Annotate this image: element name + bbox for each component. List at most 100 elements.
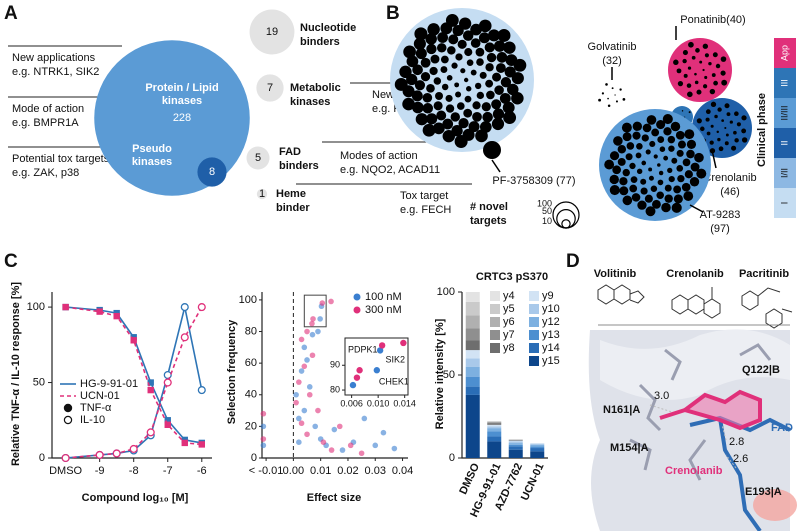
cluster-dot xyxy=(682,49,688,56)
bar-segment xyxy=(465,386,480,395)
cluster-dot xyxy=(619,186,629,196)
phase-label: I xyxy=(779,202,789,205)
y-tick-label: 90 xyxy=(330,360,340,370)
cluster-dot xyxy=(640,187,648,195)
cluster-dot xyxy=(650,185,658,193)
cluster-dot xyxy=(713,80,718,86)
cluster-dot xyxy=(482,111,493,123)
y-axis-label: Relative TNF-α / IL-10 response [%] xyxy=(10,282,22,466)
point xyxy=(339,447,346,453)
point xyxy=(312,423,319,430)
legend-swatch xyxy=(529,330,539,340)
bubble xyxy=(256,74,284,102)
point xyxy=(353,374,361,381)
cluster-dot xyxy=(457,39,467,49)
x-tick-label: 0.04 xyxy=(392,465,413,477)
point xyxy=(306,391,313,398)
phase-swatch xyxy=(774,38,796,68)
cluster-dot xyxy=(491,117,505,131)
point xyxy=(349,381,357,389)
group-label: Metabolic xyxy=(290,82,341,94)
legend-label: y14 xyxy=(542,342,560,354)
point xyxy=(391,445,398,452)
x-tick-label: 0.02 xyxy=(337,465,358,477)
residue-label: M154|A xyxy=(610,442,649,454)
size-legend-circle xyxy=(561,219,571,229)
cluster-dot xyxy=(658,170,664,176)
cluster-dot xyxy=(429,66,438,76)
cluster-dot xyxy=(468,121,480,133)
cluster-dot xyxy=(632,121,642,131)
cluster-dot xyxy=(741,128,747,134)
panel-d: Volitinib Crenolanib Pacritinib Q122|B N… xyxy=(588,268,797,531)
point xyxy=(328,447,335,453)
cluster-dot xyxy=(714,114,718,119)
cluster-dot xyxy=(626,142,635,150)
cluster-dot xyxy=(629,184,638,193)
cluster-dot xyxy=(734,111,739,117)
legend-label: 100 nM xyxy=(365,291,402,303)
bar-segment xyxy=(508,446,523,450)
cluster-dot xyxy=(432,122,445,135)
cluster-dot xyxy=(402,97,415,111)
panel-c: Relative TNF-α / IL-10 response [%] Comp… xyxy=(10,271,560,519)
x-axis-label: Effect size xyxy=(307,492,361,504)
point xyxy=(317,316,323,322)
cluster-dot xyxy=(699,60,703,64)
cluster-dot xyxy=(500,77,512,88)
cluster-dot xyxy=(652,199,661,209)
cluster-dot xyxy=(705,117,710,122)
cluster-dot xyxy=(511,91,524,105)
y-tick-label: 60 xyxy=(245,357,257,369)
cluster-dot xyxy=(448,34,459,45)
bubble xyxy=(249,9,295,55)
annotation: PDPK1 xyxy=(348,344,378,354)
leader-line xyxy=(491,159,501,173)
bar-segment xyxy=(508,443,523,445)
x-tick-label: -9 xyxy=(95,465,105,477)
cluster-dot xyxy=(724,126,727,130)
cluster-dot xyxy=(661,202,671,213)
bar-segment xyxy=(465,301,480,316)
cluster-dot xyxy=(441,83,449,91)
bubble-count: 5 xyxy=(255,152,261,164)
cluster-dot xyxy=(476,58,484,66)
cluster-dot xyxy=(645,206,656,217)
cluster-dot xyxy=(724,103,730,109)
cluster-dot xyxy=(511,72,524,85)
y-tick-label: 100 xyxy=(437,286,455,298)
cluster-dot xyxy=(464,48,473,57)
cluster-dot xyxy=(673,194,683,204)
bar-segment xyxy=(530,451,545,458)
bubble xyxy=(246,146,270,170)
cluster-dot xyxy=(670,121,681,132)
bar-segment xyxy=(487,423,502,425)
cluster-dot xyxy=(463,108,473,118)
point xyxy=(309,331,316,338)
cluster-dot xyxy=(668,145,675,152)
cluster-dot xyxy=(617,157,626,166)
cluster-dot xyxy=(712,52,718,58)
chart-title: CRTC3 pS370 xyxy=(476,271,548,283)
annotation: CHEK1 xyxy=(379,377,409,387)
cluster-dot xyxy=(704,75,708,80)
cluster-dot xyxy=(426,83,435,93)
cluster-label: AT-9283 xyxy=(700,209,741,221)
legend-label: y13 xyxy=(542,329,560,341)
cluster-dot xyxy=(696,118,702,124)
cluster-dot xyxy=(621,122,632,133)
cluster-dot xyxy=(640,178,647,185)
x-tick-label: DMSO xyxy=(49,465,82,477)
x-tick-label: -7 xyxy=(163,465,173,477)
cluster-dot xyxy=(673,59,679,66)
cluster-dot xyxy=(644,194,653,203)
bar-segment xyxy=(465,350,480,359)
cluster-dot xyxy=(725,133,729,137)
marker xyxy=(180,333,189,342)
cluster-dot xyxy=(622,195,633,206)
point xyxy=(260,442,267,449)
cluster-dot xyxy=(671,202,682,213)
cluster-dot xyxy=(474,82,482,90)
y-tick-label: 100 xyxy=(239,294,257,306)
